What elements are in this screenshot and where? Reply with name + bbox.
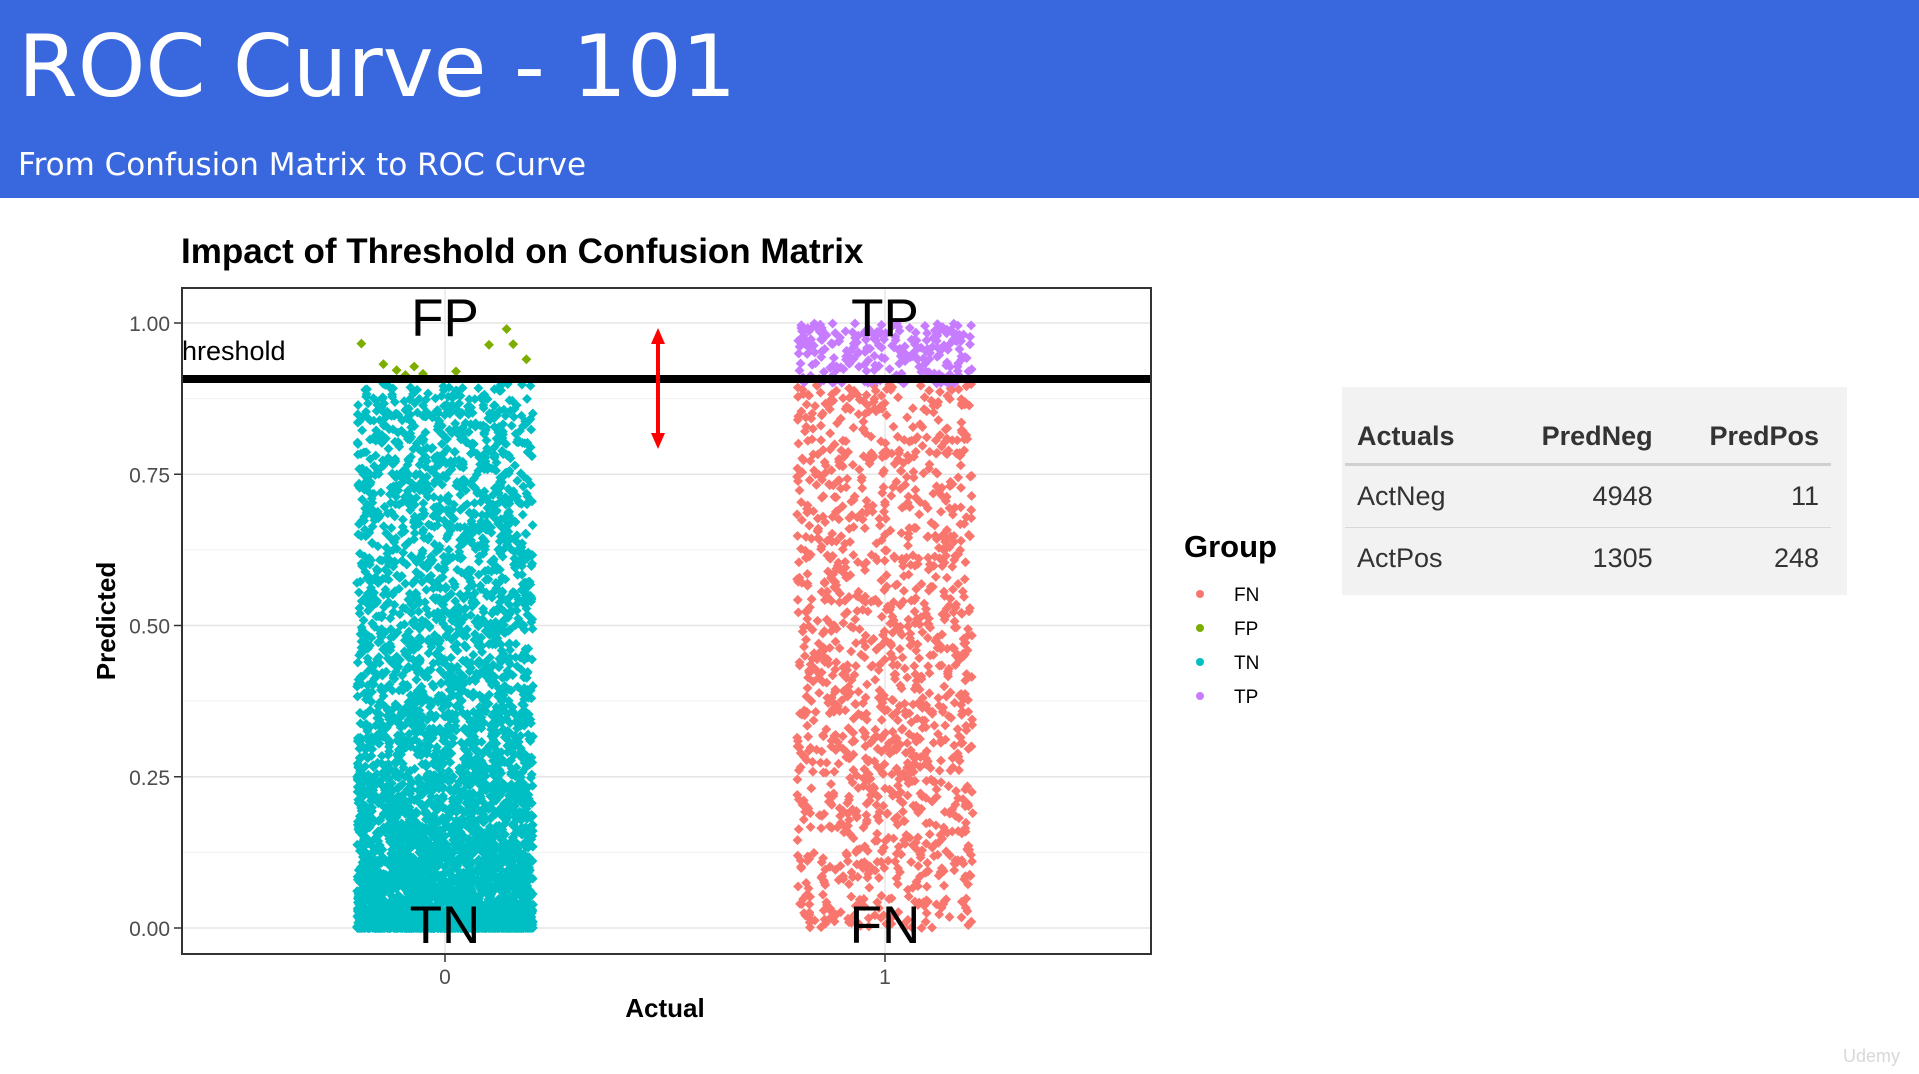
tn-point xyxy=(407,578,418,589)
tn-point xyxy=(520,528,531,539)
tn-point xyxy=(408,444,419,454)
tn-point xyxy=(403,662,413,673)
tn-point xyxy=(423,648,434,659)
tn-point xyxy=(397,522,408,532)
slide-header: ROC Curve - 101 From Confusion Matrix to… xyxy=(0,0,1919,198)
tn-point xyxy=(404,728,415,739)
tn-point xyxy=(435,635,445,646)
tn-point xyxy=(382,508,393,519)
tn-point xyxy=(473,383,484,394)
tn-point xyxy=(367,537,377,548)
tn-point xyxy=(417,436,428,447)
tn-point xyxy=(411,674,422,685)
tn-point xyxy=(441,725,451,736)
tn-point xyxy=(468,706,479,717)
tn-point xyxy=(352,657,363,668)
tn-point xyxy=(436,438,447,449)
grid-lines xyxy=(182,288,1151,954)
tn-point xyxy=(389,599,400,610)
tn-point xyxy=(444,424,455,435)
tn-point xyxy=(361,718,372,729)
tn-point xyxy=(450,596,461,607)
tn-point xyxy=(496,492,506,503)
tn-point xyxy=(353,400,364,411)
tn-point xyxy=(383,443,394,454)
tn-point xyxy=(400,578,411,589)
chart-title: Impact of Threshold on Confusion Matrix xyxy=(181,232,864,271)
tn-point xyxy=(388,383,398,394)
tn-point xyxy=(475,459,486,470)
tn-point xyxy=(512,475,523,486)
tn-point xyxy=(426,570,437,581)
tn-point xyxy=(357,425,368,436)
tn-point xyxy=(442,434,452,444)
tn-point xyxy=(406,551,417,561)
tn-point xyxy=(371,425,382,436)
tn-point xyxy=(417,577,427,587)
tn-point xyxy=(483,639,494,650)
tn-point xyxy=(462,499,473,510)
slide-subtitle: From Confusion Matrix to ROC Curve xyxy=(18,147,587,183)
fn-point xyxy=(826,779,836,789)
tn-point xyxy=(455,504,466,515)
tn-point xyxy=(494,820,505,831)
tn-point xyxy=(418,525,429,536)
tn-point xyxy=(468,649,479,660)
tn-point xyxy=(375,487,386,498)
tn-point xyxy=(527,520,538,531)
tn-point xyxy=(396,528,407,539)
tn-point xyxy=(506,420,517,431)
data-points xyxy=(352,318,978,933)
slide-title: ROC Curve - 101 xyxy=(18,17,737,117)
tn-point xyxy=(517,538,528,549)
threshold-scatter-chart: Impact of Threshold on Confusion Matrix … xyxy=(91,232,1277,1023)
tn-point xyxy=(517,509,528,520)
tn-point xyxy=(527,623,538,634)
tn-point xyxy=(522,393,532,404)
tn-point xyxy=(421,584,432,595)
tn-point xyxy=(526,424,537,435)
tn-point xyxy=(409,528,420,539)
tn-point xyxy=(397,514,408,525)
tn-point xyxy=(352,437,363,448)
tn-point xyxy=(464,394,475,405)
tn-point xyxy=(406,417,417,428)
tn-point xyxy=(358,615,369,626)
tn-point xyxy=(443,544,454,555)
tn-point xyxy=(378,521,389,532)
